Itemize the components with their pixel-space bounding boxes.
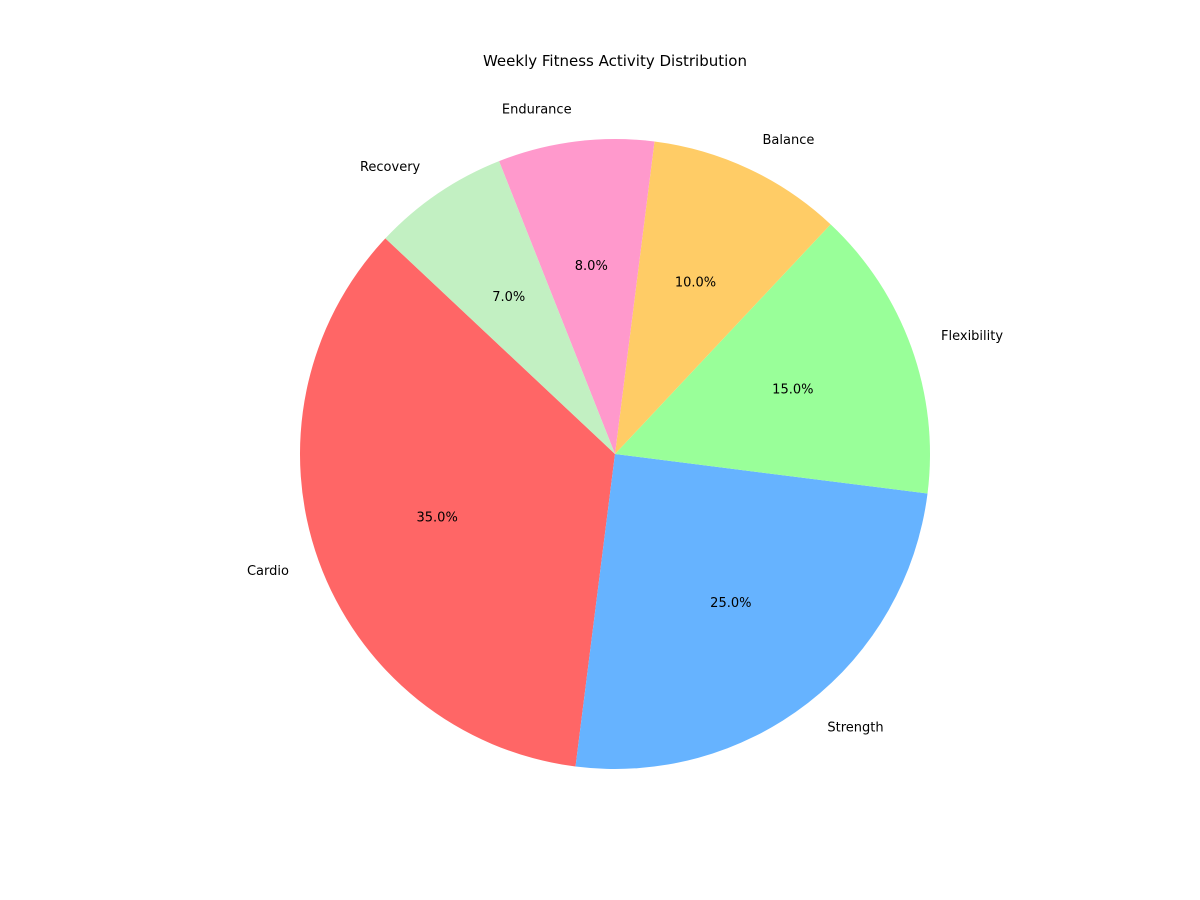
pct-label-cardio: 35.0% (417, 511, 458, 526)
slice-label-endurance: Endurance (502, 103, 572, 118)
pct-label-recovery: 7.0% (492, 290, 525, 305)
slice-label-balance: Balance (763, 133, 815, 148)
chart-title: Weekly Fitness Activity Distribution (483, 52, 747, 70)
pie-slice-cardio (299, 238, 615, 767)
slice-label-recovery: Recovery (360, 160, 421, 175)
pct-label-balance: 10.0% (675, 275, 716, 290)
pie-slice-endurance (499, 138, 655, 454)
pie-slice-flexibility (615, 224, 931, 494)
pie-slices (299, 138, 931, 770)
slice-label-strength: Strength (827, 720, 883, 735)
pie-slice-strength (575, 454, 928, 770)
pct-label-endurance: 8.0% (575, 259, 608, 274)
slice-labels: 35.0% Cardio 25.0% Strength 15.0% Flexibility… (247, 103, 1003, 736)
pct-label-flexibility: 15.0% (772, 382, 813, 397)
slice-label-flexibility: Flexibility (941, 329, 1003, 344)
pie-slice-balance (615, 141, 831, 455)
slice-label-cardio: Cardio (247, 564, 289, 579)
pct-label-strength: 25.0% (710, 596, 751, 611)
pie-slice-recovery (385, 161, 615, 454)
